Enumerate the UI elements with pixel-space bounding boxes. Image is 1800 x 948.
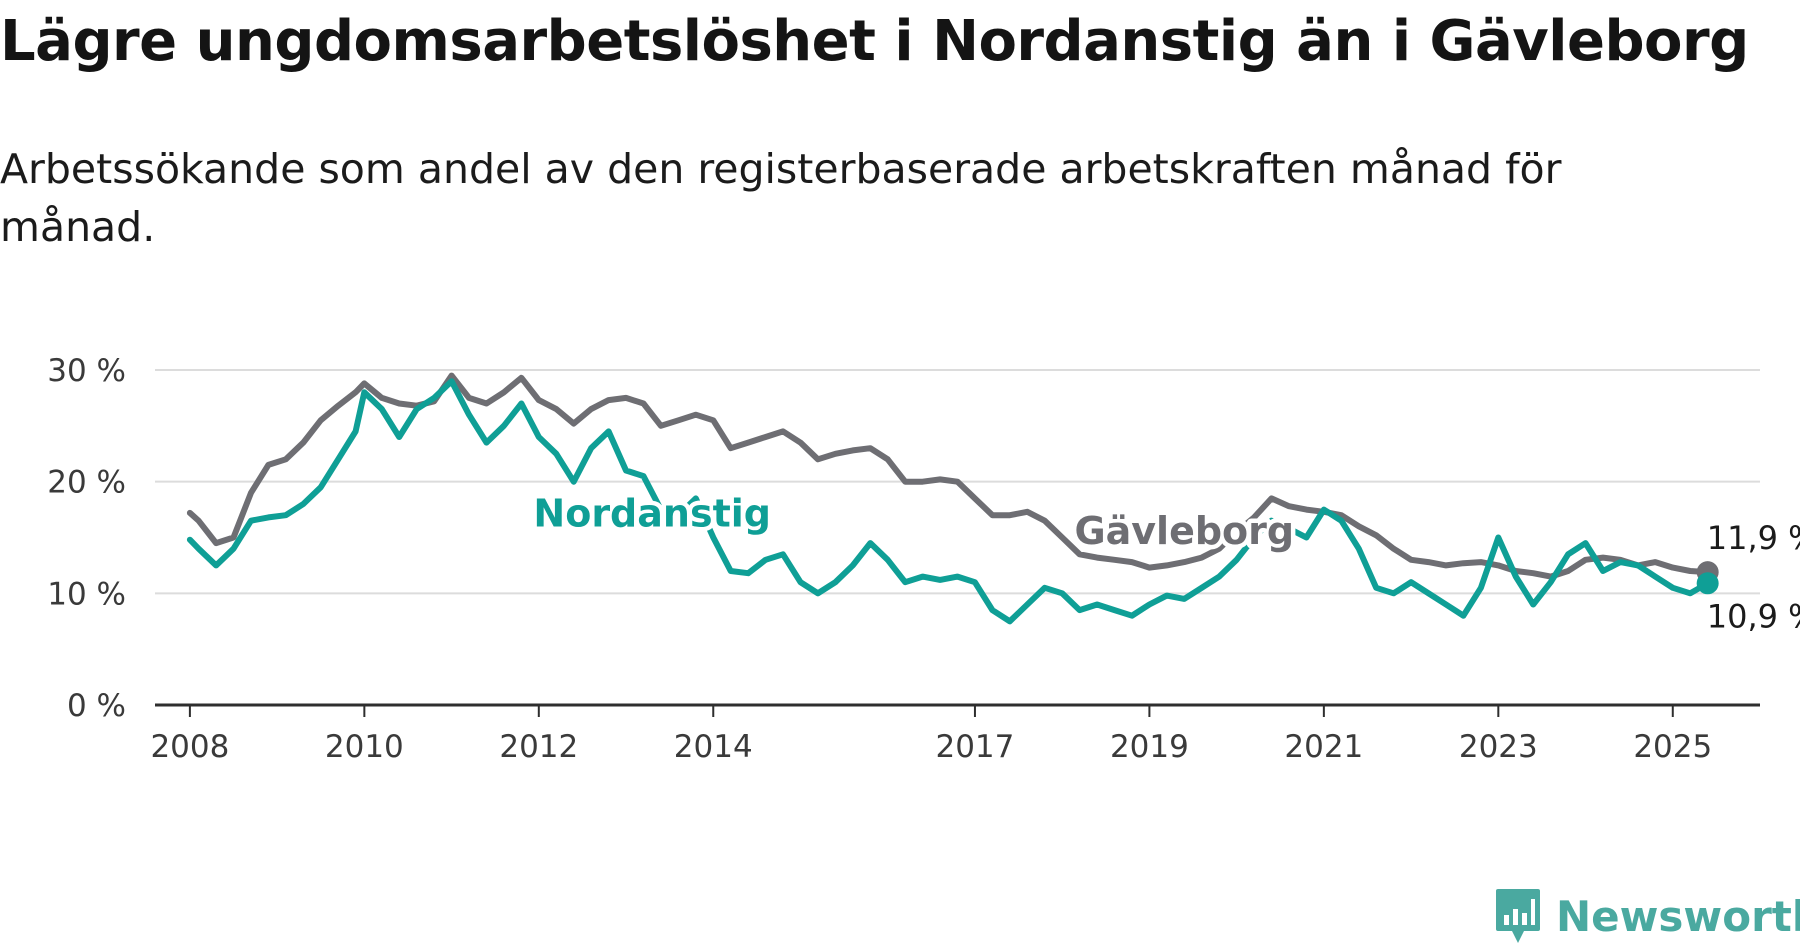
x-tick-label: 2008 <box>150 729 229 765</box>
chart-title: Lägre ungdomsarbetslöshet i Nordanstig ä… <box>0 9 1749 74</box>
x-tick-label: 2021 <box>1284 729 1363 765</box>
chart-subtitle: Arbetssökande som andel av den registerb… <box>0 145 1562 251</box>
x-tick-label: 2017 <box>935 729 1014 765</box>
newsworthy-logo-icon <box>1496 889 1540 943</box>
end-value-label: 10,9 % <box>1707 597 1800 635</box>
brand-name: Newsworthy <box>1556 891 1800 941</box>
series-lines <box>186 372 1711 625</box>
newsworthy-brand: Newsworthy <box>1494 884 1800 948</box>
y-tick-label: 20 % <box>47 465 126 501</box>
series-label-nordanstig: Nordanstig <box>533 491 771 535</box>
x-tick-label: 2012 <box>499 729 578 765</box>
y-tick-label: 30 % <box>47 353 126 389</box>
axes: 0 % 10 % 20 % 30 % 2008 2010 2012 2014 2017 2019 2… <box>47 353 1760 765</box>
y-tick-label: 0 % <box>67 688 126 724</box>
end-point-nordanstig <box>1696 572 1719 595</box>
x-tick-label: 2025 <box>1633 729 1712 765</box>
end-value-label: 11,9 % <box>1707 519 1800 557</box>
x-tick-label: 2010 <box>325 729 404 765</box>
x-tick-label: 2014 <box>674 729 753 765</box>
series-line-nordanstig <box>186 378 1711 625</box>
series-labels: 11,9 % Gävleborg 10,9 % Nordanstig <box>529 487 1800 635</box>
series-label-gävleborg: Gävleborg <box>1074 509 1294 553</box>
x-tick-label: 2023 <box>1459 729 1538 765</box>
line-chart: 0 % 10 % 20 % 30 % 2008 2010 2012 2014 2017 2019 2… <box>47 353 1800 765</box>
x-tick-label: 2019 <box>1110 729 1189 765</box>
y-tick-label: 10 % <box>47 576 126 612</box>
